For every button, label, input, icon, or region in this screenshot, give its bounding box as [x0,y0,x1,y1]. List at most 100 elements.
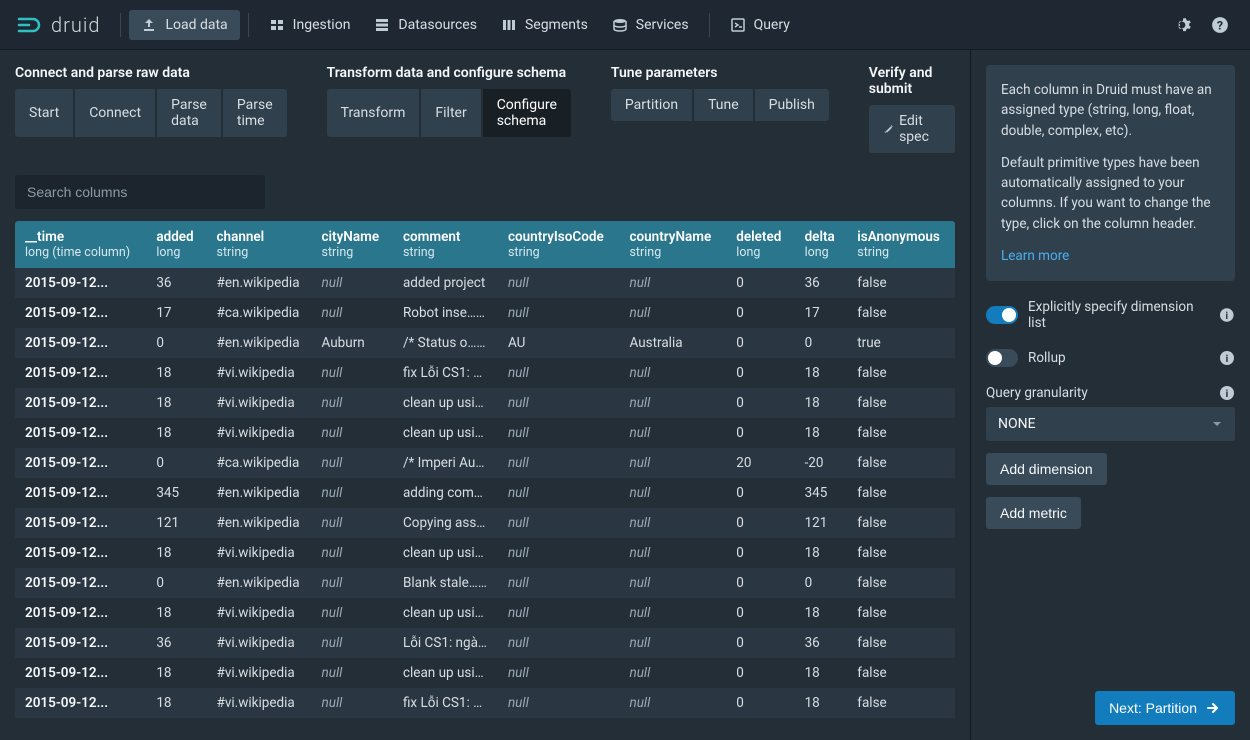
table-cell: null [498,688,620,718]
stage-tab-transform[interactable]: Transform [327,89,420,137]
table-cell: false [847,358,955,388]
navbar: druid Load data Ingestion Datasources Se… [0,0,1250,50]
stage-tab-edit-spec[interactable]: Edit spec [869,105,955,153]
table-cell: null [619,598,726,628]
info-icon[interactable]: i [1219,350,1235,366]
table-row: 2015-09-12...345#en.wikipedianulladding … [15,478,955,508]
next-button[interactable]: Next: Partition [1095,691,1235,725]
help-button[interactable]: ? [1205,10,1235,40]
help-text-1: Each column in Druid must have an assign… [1001,80,1220,141]
search-columns-input[interactable] [15,175,265,209]
table-cell: null [312,268,393,298]
table-cell: null [498,388,620,418]
granularity-label: Query granularity [986,385,1088,401]
info-icon[interactable]: i [1219,307,1235,323]
granularity-value: NONE [998,416,1036,432]
nav-services[interactable]: Services [600,10,701,40]
table-cell: #vi.wikipedia [207,538,312,568]
table-cell: 0 [726,718,794,725]
table-cell: null [498,718,620,725]
nav-divider [709,13,710,37]
table-cell: #vi.wikipedia [207,658,312,688]
stage-tab-filter[interactable]: Filter [421,89,480,137]
table-cell: AU [498,328,620,358]
table-cell: 2015-09-12... [15,688,146,718]
table-row: 2015-09-12...0#en.wikipedianullBlank sta… [15,568,955,598]
table-cell: 18 [795,538,848,568]
table-cell: 18 [146,598,206,628]
column-header-countryIsoCode[interactable]: countryIsoCodestring [498,221,620,268]
add-dimension-button[interactable]: Add dimension [986,453,1107,485]
schema-table[interactable]: __timelong (time column)addedlongchannel… [15,221,955,725]
table-row: 2015-09-12...0#en.wikipediaAuburn/* Stat… [15,328,955,358]
stage-tab-publish[interactable]: Publish [755,89,829,121]
column-header-delta[interactable]: deltalong [795,221,848,268]
table-cell: 36 [795,628,848,658]
table-cell: 18 [146,358,206,388]
learn-more-link[interactable]: Learn more [1001,248,1069,264]
table-cell: false [847,388,955,418]
table-cell: 345 [146,478,206,508]
granularity-select[interactable]: NONE [986,407,1235,441]
stage-group-label: Transform data and configure schema [327,65,571,81]
table-cell: #en.wikipedia [207,328,312,358]
table-cell: null [312,598,393,628]
table-cell: null [619,448,726,478]
table-cell: 0 [146,718,206,725]
table-cell: null [619,538,726,568]
column-header-cityName[interactable]: cityNamestring [312,221,393,268]
table-cell: #ca.wikipedia [207,448,312,478]
toggle-explicit-dimensions[interactable] [986,306,1018,324]
table-row: 2015-09-12...0#ca.wikipedianull/* Imperi… [15,448,955,478]
table-cell: null [312,448,393,478]
stage-groups: Connect and parse raw dataStartConnectPa… [15,65,955,153]
table-cell: null [312,358,393,388]
table-row: 2015-09-12...18#vi.wikipedianullclean up… [15,538,955,568]
logo[interactable]: druid [15,11,100,39]
table-cell: #vi.wikipedia [207,628,312,658]
column-header-comment[interactable]: commentstring [393,221,498,268]
settings-button[interactable] [1167,10,1197,40]
nav-label: Ingestion [293,17,351,33]
table-cell: Australia [619,328,726,358]
table-cell: null [312,418,393,448]
ingestion-icon [269,17,285,33]
toggle-rollup[interactable] [986,349,1018,367]
nav-segments[interactable]: Segments [489,10,600,40]
nav-datasources[interactable]: Datasources [362,10,489,40]
nav-load-data[interactable]: Load data [129,10,239,40]
add-metric-button[interactable]: Add metric [986,497,1081,529]
stage-tab-configure-schema[interactable]: Configure schema [483,89,571,137]
table-cell: false [847,298,955,328]
column-header-channel[interactable]: channelstring [207,221,312,268]
stage-tab-tune[interactable]: Tune [694,89,753,121]
table-cell: 36 [795,268,848,298]
nav-ingestion[interactable]: Ingestion [257,10,363,40]
stage-tab-partition[interactable]: Partition [611,89,692,121]
stage-tab-connect[interactable]: Connect [75,89,155,137]
info-icon[interactable]: i [1219,385,1235,401]
table-cell: 0 [726,628,794,658]
stage-tab-parse-data[interactable]: Parse data [157,89,221,137]
column-header-countryName[interactable]: countryNamestring [619,221,726,268]
table-row: 2015-09-12...18#vi.wikipedianullclean up… [15,388,955,418]
sidebar: Each column in Druid must have an assign… [970,50,1250,740]
logo-text: druid [51,13,100,37]
table-cell: null [312,478,393,508]
table-cell: Robot inse…••• [393,298,498,328]
column-header-isAnonymous[interactable]: isAnonymousstring [847,221,955,268]
stage-group-label: Connect and parse raw data [15,65,287,81]
stage-tab-parse-time[interactable]: Parse time [223,89,287,137]
table-cell: false [847,628,955,658]
column-header-__time[interactable]: __timelong (time column) [15,221,146,268]
table-row: 2015-09-12...36#vi.wikipedianullLỗi CS1:… [15,628,955,658]
nav-query[interactable]: Query [718,10,802,40]
column-header-added[interactable]: addedlong [146,221,206,268]
table-cell: 0 [726,478,794,508]
table-cell: false [847,658,955,688]
stage-tab-start[interactable]: Start [15,89,73,137]
query-icon [730,17,746,33]
segments-icon [501,17,517,33]
column-header-deleted[interactable]: deletedlong [726,221,794,268]
table-cell: 18 [795,418,848,448]
